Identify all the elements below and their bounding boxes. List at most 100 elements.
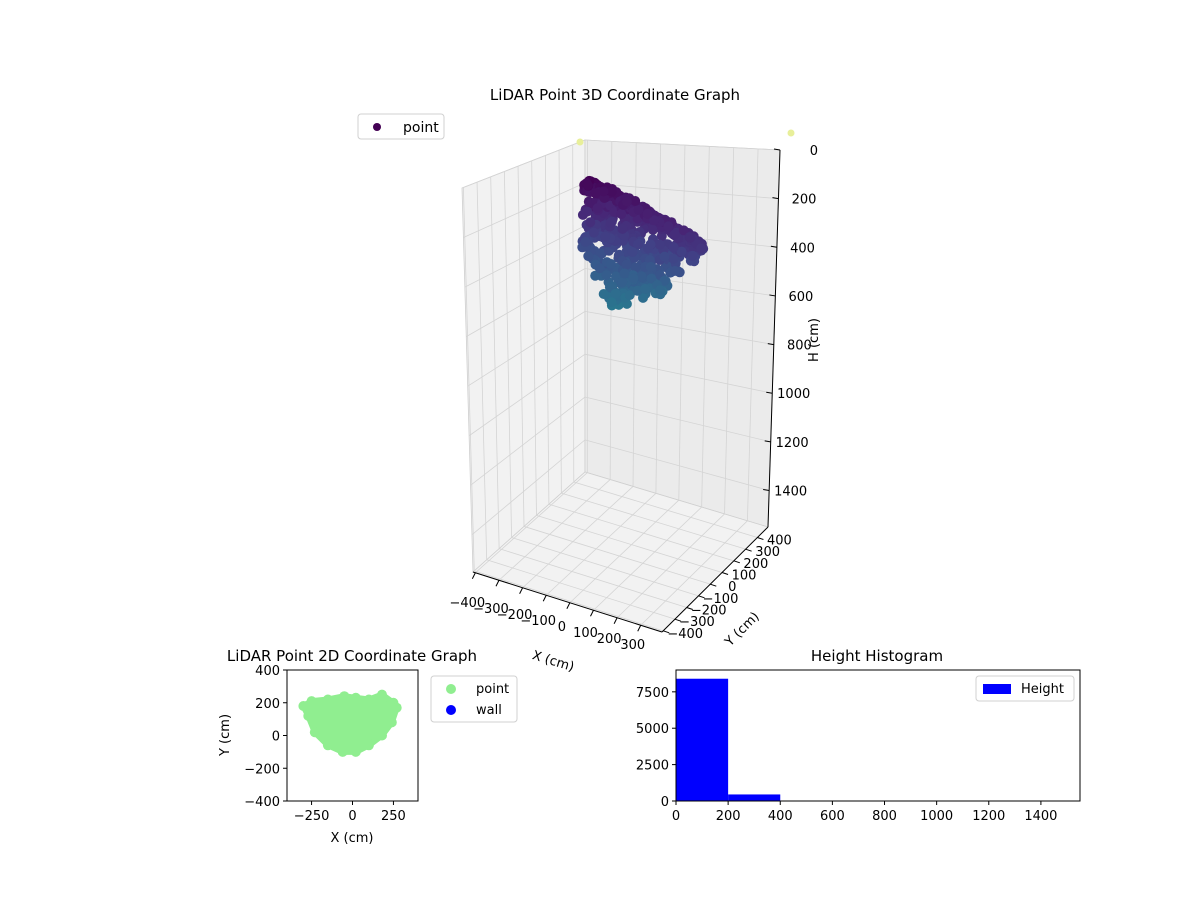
legend-2d-label-point: point [476,682,509,697]
grid-line-y-left [503,171,512,538]
scatter-2d-point [350,692,361,703]
z-tick-label-3d: 600 [789,290,814,305]
z-tick-label-3d: 1200 [776,436,809,451]
grid-line-x [569,499,680,604]
grid-line-y-left [490,176,500,549]
point-3d [600,231,611,242]
plot-3d: LiDAR Point 3D Coordinate Graph −400−300… [357,86,822,675]
point-3d [583,251,594,262]
legend-histogram: Height [975,675,1075,702]
ticks-3d: −400−300−200−100 0 100200300−400−300−200−1… [450,144,818,653]
point-3d [668,253,679,264]
y-tick-3d [674,618,682,622]
grid-line-x [475,472,588,574]
point-3d [645,261,656,272]
x-tick-label-3d: −400 [450,596,486,611]
y-tick-label-hist: 2500 [636,759,669,774]
scatter-2d-point [391,702,402,713]
point-3d [638,292,648,303]
grid-line-x [522,486,634,589]
legend-3d: point [357,113,445,140]
y-tick-label-2d: 400 [255,664,280,679]
point-3d [588,227,599,238]
grid-line-z-left [467,311,586,387]
point-3d [645,239,656,250]
scatter-2d-point [309,727,320,738]
z-tick-3d [773,148,781,151]
z-tick-3d [769,294,776,297]
point-3d [678,225,689,236]
grid-line-z-left [466,268,586,337]
scatter-2d-point [377,730,387,741]
histogram-title: Height Histogram [811,647,943,665]
histogram-bar [728,794,781,801]
grid-line-y [561,492,746,550]
x-tick-label-hist: 800 [872,809,897,824]
grid-line-y [499,548,687,608]
y-tick-3d [721,572,729,575]
grid-line-x [593,506,702,611]
grid-line-x-back [724,147,735,514]
y-tick-label-2d: −200 [244,762,280,777]
point-3d [649,215,660,226]
plot-3d-title: LiDAR Point 3D Coordinate Graph [490,86,740,104]
point-3d [616,209,627,219]
point-3d [580,236,591,247]
grid-line-z-back [584,353,773,394]
y-tick-label-hist: 0 [661,795,669,810]
scatter-2d-point [306,696,317,707]
scatter-2d-point [322,740,333,751]
grid-line-z-left [464,225,586,288]
point-3d [598,289,609,299]
y-tick-3d [745,548,752,552]
x-tick-label-3d: 100 [573,626,598,641]
y-tick-label-3d: −100 [703,592,739,607]
z-tick-3d [764,440,771,443]
point-3d [594,263,605,274]
point-3d [628,273,639,284]
x-tick-label-3d: −300 [473,602,509,617]
grid-line-y [474,570,664,632]
y-tick-3d [710,583,717,587]
scatter-2d-point [363,740,374,751]
x-tick-label-2d: 250 [381,809,406,824]
x-tick-label-3d: 300 [620,638,645,653]
y-tick-label-3d: −200 [691,604,727,619]
y-tick-3d [663,630,670,634]
point-3d [676,246,687,257]
point-3d [659,251,670,262]
point-3d [606,259,616,269]
point-3d [630,196,641,206]
legend-histogram-label: Height [1021,682,1064,697]
scatter-2d-point [386,717,397,728]
scatter-2d-point [339,691,350,702]
point-3d [605,217,616,228]
point-3d [621,259,632,270]
point-3d [654,239,665,250]
y-tick-3d [757,537,764,540]
y-tick-label-2d: −400 [244,795,280,810]
y-tick-label-3d: −400 [667,627,703,642]
grid-line-z-left [470,396,586,486]
legend-3d-marker [373,123,381,131]
grid-line-x-back [655,143,661,494]
x-tick-3d [637,625,642,632]
grid-line-y [573,481,758,538]
point-3d [598,186,609,197]
grid-line-y [486,559,676,620]
z-axis-label-3d: H (cm) [807,318,822,362]
z-axis-line [767,149,781,528]
scatter-2d-point [350,746,361,757]
legend-histogram-swatch [983,684,1011,694]
x-tick-label-hist: 400 [768,809,793,824]
grid-line-z-back [584,439,770,491]
grid-line-y [548,503,734,562]
histogram-bars [676,678,1080,801]
x-tick-label-3d: −200 [497,608,533,623]
x-tick-label-hist: 1200 [972,809,1005,824]
x-tick-label-3d: 0 [558,620,566,635]
y-tick-label-hist: 7500 [636,686,669,701]
grid-line-z-back [584,139,781,151]
grid-line-y-left [517,166,525,527]
